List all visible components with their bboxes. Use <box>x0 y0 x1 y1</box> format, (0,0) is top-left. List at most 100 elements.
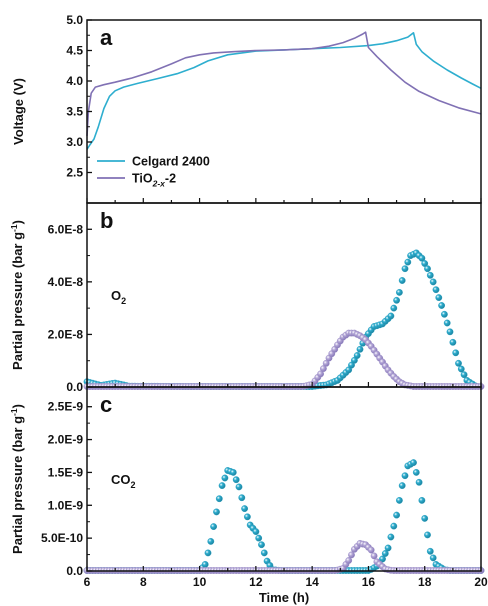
panel-b-series-celgard-point-111 <box>395 288 403 296</box>
panel-a-ytick-label-3: 4.0 <box>66 74 83 88</box>
panel-b-series-celgard-point-119 <box>418 254 426 262</box>
panel-c-series-celgard-point-52 <box>229 468 237 476</box>
panel-b-series-celgard-point-130 <box>449 338 457 346</box>
legend-label-tio2-sub: 2-x <box>152 179 167 189</box>
panel-c-series-celgard-point-110 <box>393 511 400 519</box>
legend-label-tio2: TiO2-x-2 <box>132 172 176 189</box>
legend-label-tio2-tail: -2 <box>165 172 176 186</box>
panel-b-series-tio2-point-84 <box>319 365 327 372</box>
panel-a-ytick-label-4: 4.5 <box>66 44 83 58</box>
panel-b-series-celgard-point-112 <box>398 277 406 284</box>
panel-c-series-tio2-point-94 <box>348 551 355 559</box>
panel-c-series-celgard-point-105 <box>379 555 386 563</box>
panel-c-xtick-label-7: 20 <box>474 575 488 589</box>
panel-a-ytick-label-2: 3.5 <box>66 105 83 119</box>
panel-c-series-celgard-point-47 <box>215 495 223 503</box>
panel-c-series-celgard-point-63 <box>260 549 268 557</box>
x-axis-label: Time (h) <box>259 590 309 605</box>
panel-c-series-celgard-point-109 <box>390 522 398 530</box>
panel-c-ytick-label-4: 2.0E-9 <box>48 433 84 447</box>
panel-b-series-celgard-point-131 <box>452 349 460 357</box>
panel-c-series-celgard-point-61 <box>255 534 263 542</box>
panel-b-y-axis-label-main: Partial pressure (bar g <box>10 232 25 370</box>
panel-c-series-celgard-point-56 <box>241 505 249 512</box>
panel-c-series-celgard-point-45 <box>210 523 218 530</box>
panel-c-series-celgard-point-55 <box>238 494 246 502</box>
panel-b-letter: b <box>100 208 113 233</box>
panel-a-series-tio2-line <box>86 31 482 136</box>
legend-label-tio2-main: TiO <box>132 172 153 186</box>
axes-layer <box>86 19 482 572</box>
panel-c-xtick-label-0: 6 <box>84 575 91 589</box>
panel-b-series-celgard-point-97 <box>356 345 364 353</box>
panel-b-series-tio2-point-83 <box>317 370 324 378</box>
panel-c-series-celgard-point-120 <box>421 515 429 522</box>
panel-b-gas-label-sub: 2 <box>121 296 126 306</box>
panel-b-y-axis-label-sup: -1 <box>9 224 19 232</box>
panel-c-ytick-label-1: 5.0E-10 <box>41 531 83 545</box>
panel-b-series-celgard-point-110 <box>393 296 400 304</box>
legend-label-celgard: Celgard 2400 <box>132 155 210 169</box>
text-layer: 2.5 3.0 3.5 4.0 4.5 5.0 a Voltage (V) Celgard 24… <box>9 13 488 605</box>
panel-c-gas-label-main: CO <box>111 472 131 487</box>
panel-c-series-celgard-point-117 <box>412 468 420 476</box>
panel-c-series-tio2-point-93 <box>345 557 353 564</box>
panel-c-ytick-label-5: 2.5E-9 <box>48 400 84 414</box>
panel-c-ytick-label-3: 1.5E-9 <box>48 465 84 479</box>
panel-c-series-celgard-point-53 <box>232 476 240 484</box>
panel-c-y-axis-label-main: Partial pressure (bar g <box>10 416 25 554</box>
panel-b-y-axis-label: Partial pressure (bar g-1) <box>9 220 25 370</box>
panel-c-series-celgard-point-111 <box>395 496 403 504</box>
panel-b-series-celgard-point-108 <box>387 312 395 320</box>
panel-c-gas-label-sub: 2 <box>131 480 136 490</box>
panel-c-series-celgard-point-121 <box>424 531 431 539</box>
panel-b-series-celgard-point-134 <box>460 371 468 379</box>
panel-c-series-celgard-point-123 <box>429 554 437 562</box>
panel-c-ytick-label-0: 0.0 <box>66 564 83 578</box>
panel-c-series-tio2-point-101 <box>367 546 375 554</box>
panel-c-series-celgard-point-106 <box>381 550 389 557</box>
panel-c-xtick-label-5: 16 <box>362 575 376 589</box>
panel-b-series-celgard-point-113 <box>401 265 409 273</box>
panel-c-series-celgard-point-57 <box>243 513 251 521</box>
panel-b-series-celgard-point-129 <box>446 328 454 336</box>
panel-c-series-celgard-point-116 <box>410 459 417 466</box>
panel-c-series-celgard-point-42 <box>201 561 209 568</box>
panel-c-letter: c <box>100 392 112 417</box>
panel-c-xtick-label-3: 12 <box>249 575 263 589</box>
panel-b-series-celgard-point-122 <box>426 271 434 279</box>
panel-b-series-celgard-point-120 <box>421 260 429 267</box>
panel-b-ytick-label-1: 2.0E-8 <box>48 327 84 341</box>
panel-c-series-celgard-point-118 <box>415 478 423 486</box>
panel-a-letter: a <box>100 25 113 50</box>
panel-c-series-celgard-point-43 <box>204 549 212 557</box>
panel-b-series-tio2-point-85 <box>322 359 330 367</box>
panel-b-series-celgard-point-132 <box>455 359 462 367</box>
panel-c-xtick-label-2: 10 <box>193 575 207 589</box>
panel-b-series-celgard-point-109 <box>390 304 398 312</box>
panel-c-gas-label: CO2 <box>111 472 136 490</box>
panel-c-series-celgard-point-62 <box>258 541 265 549</box>
panel-c-series-celgard-point-122 <box>426 547 434 555</box>
panel-b-gas-label: O2 <box>111 288 126 306</box>
panel-b-series-celgard-point-96 <box>353 352 361 359</box>
panel-c-series-celgard-point-60 <box>252 528 260 535</box>
panel-c-series-celgard-point-119 <box>418 496 426 504</box>
panel-b-series-celgard-point-128 <box>443 319 451 327</box>
panel-a-y-axis-label: Voltage (V) <box>11 78 26 145</box>
panel-b-ytick-label-3: 6.0E-8 <box>48 222 84 236</box>
panel-b-series-celgard-point-124 <box>432 286 440 294</box>
panel-c-series-celgard-point-46 <box>213 508 220 516</box>
panel-c-ytick-label-2: 1.0E-9 <box>48 498 84 512</box>
panel-a-ytick-label-5: 5.0 <box>66 13 83 27</box>
panel-c-series-celgard-point-108 <box>387 533 395 541</box>
panel-b-series-celgard-point-114 <box>404 258 412 266</box>
panel-c-series-celgard-point-113 <box>401 472 409 480</box>
panel-c-series-celgard-point-48 <box>218 482 226 489</box>
panel-c-series-celgard-point-54 <box>235 483 243 491</box>
panel-b-series-celgard-point-125 <box>435 294 443 301</box>
panel-c-y-axis-label-sup: -1 <box>9 408 19 416</box>
panel-c-xtick-label-6: 18 <box>418 575 432 589</box>
